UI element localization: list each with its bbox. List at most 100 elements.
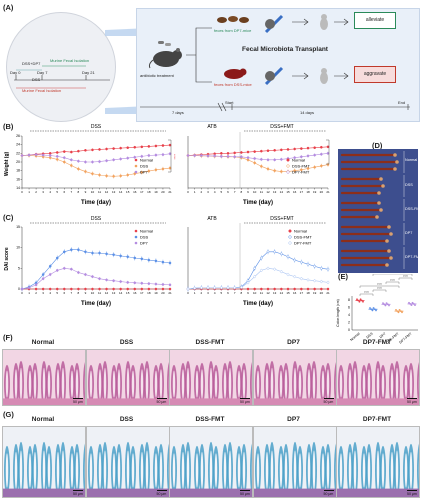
series-line-1 bbox=[21, 249, 171, 290]
data-point bbox=[306, 287, 310, 291]
data-point bbox=[206, 154, 210, 158]
x-tick-label: 1 bbox=[194, 291, 196, 295]
data-point bbox=[253, 267, 256, 270]
sig-stars: **** bbox=[390, 274, 396, 275]
legend-label: DP7 bbox=[140, 170, 149, 175]
data-point bbox=[84, 160, 87, 164]
data-point bbox=[360, 299, 363, 302]
c-fmt-label: DSS+FMT bbox=[270, 216, 293, 222]
x-tick-label: 19 bbox=[313, 190, 317, 194]
x-tick-label: 4 bbox=[49, 291, 51, 295]
sig-stars: **** bbox=[390, 279, 396, 283]
data-point bbox=[320, 287, 323, 291]
legend-marker bbox=[288, 229, 292, 233]
x-tick-label: 5 bbox=[56, 291, 58, 295]
x-tick-label: 15 bbox=[286, 190, 290, 194]
data-point bbox=[70, 287, 73, 291]
panel-b-label: (B) bbox=[3, 122, 14, 131]
data-point bbox=[84, 148, 87, 152]
x-tick-label: 17 bbox=[300, 190, 304, 194]
x-tick-label: 8 bbox=[78, 291, 80, 295]
day21-label: Day 21 bbox=[82, 70, 95, 75]
sig-bracket bbox=[398, 277, 413, 280]
b-xlabel-left: Time (day) bbox=[81, 200, 111, 206]
scale-bar: 50 μm bbox=[240, 492, 250, 496]
sig-stars: **** bbox=[172, 154, 176, 160]
data-point bbox=[273, 169, 276, 172]
data-point bbox=[48, 287, 52, 291]
data-point bbox=[147, 258, 151, 262]
series-line-0 bbox=[21, 144, 171, 156]
data-point bbox=[200, 286, 203, 290]
data-point bbox=[280, 252, 283, 256]
data-point bbox=[226, 155, 230, 158]
data-point bbox=[105, 147, 108, 151]
x-tick-label: 13 bbox=[273, 190, 277, 194]
data-point bbox=[240, 155, 243, 159]
y-tick-label: 10 bbox=[16, 246, 20, 250]
data-point bbox=[126, 156, 130, 160]
ab-pas-stain-title: Normal bbox=[31, 416, 55, 423]
data-point bbox=[370, 308, 373, 311]
day7-label: Day 7 bbox=[37, 70, 48, 75]
series-line-2 bbox=[187, 268, 329, 290]
data-point bbox=[126, 255, 130, 259]
data-point bbox=[126, 173, 130, 177]
legend-marker bbox=[134, 235, 138, 239]
x-tick-label: 10 bbox=[253, 291, 257, 295]
e-ylabel: Colon length (cm) bbox=[336, 299, 340, 327]
b-left-title: DSS bbox=[91, 124, 102, 130]
panel-a-label: (A) bbox=[3, 3, 14, 12]
x-tick-label: 16 bbox=[293, 190, 297, 194]
data-point bbox=[253, 157, 256, 160]
x-tick-label: 6 bbox=[63, 291, 65, 295]
x-tick-label: 13 bbox=[112, 190, 116, 194]
scale-bar: 50 μm bbox=[156, 492, 167, 496]
data-point bbox=[326, 152, 330, 155]
data-point bbox=[41, 273, 45, 276]
data-point bbox=[41, 287, 45, 291]
timeline-circle bbox=[6, 12, 116, 122]
he-stain-image: 50 μm bbox=[2, 349, 86, 406]
x-tick-label: 12 bbox=[266, 190, 270, 194]
sig-bracket bbox=[372, 274, 413, 276]
x-tick-label: 7 bbox=[234, 190, 236, 194]
data-point bbox=[55, 155, 59, 158]
data-point bbox=[253, 150, 256, 153]
legend-marker bbox=[134, 229, 138, 233]
series-line-2 bbox=[21, 153, 171, 163]
data-point bbox=[273, 267, 276, 271]
legend-marker bbox=[134, 158, 138, 162]
x-tick-label: 8 bbox=[78, 190, 80, 194]
feces-dp7-label: feces from DP7-mice bbox=[214, 28, 252, 33]
data-point bbox=[372, 307, 375, 309]
scale-bar: 50 μm bbox=[73, 492, 83, 496]
data-point bbox=[77, 167, 80, 171]
x-tick-label: 7 bbox=[234, 291, 236, 295]
x-tick-label: 12 bbox=[266, 291, 270, 295]
data-point bbox=[383, 303, 386, 306]
data-point bbox=[362, 300, 364, 303]
x-tick-label: 14 bbox=[119, 190, 123, 194]
data-point bbox=[98, 287, 101, 291]
x-tick-label: 8 bbox=[240, 190, 242, 194]
data-point bbox=[168, 166, 172, 170]
legend-label: Normal bbox=[294, 229, 307, 234]
arrow-right-1 bbox=[292, 18, 309, 26]
x-tick-label: 16 bbox=[133, 291, 137, 295]
data-point bbox=[186, 287, 190, 291]
y-tick-label: 20 bbox=[16, 160, 20, 164]
antibiotic-label: antibiotic treatment bbox=[140, 73, 174, 78]
x-tick-label: 1 bbox=[28, 291, 30, 295]
data-point bbox=[168, 143, 172, 147]
ab-pas-stain-title: DSS bbox=[119, 416, 134, 423]
data-point bbox=[320, 152, 323, 156]
data-point bbox=[112, 175, 115, 178]
data-point bbox=[77, 159, 80, 163]
colon-label-dss: DSS bbox=[405, 183, 413, 187]
data-point bbox=[369, 307, 371, 309]
x-tick-label: 2 bbox=[35, 190, 37, 194]
ab-pas-stain-title: DP7-FMT bbox=[362, 416, 392, 423]
b-atb-label: ATB bbox=[207, 124, 217, 130]
sig-bracket bbox=[168, 139, 172, 173]
